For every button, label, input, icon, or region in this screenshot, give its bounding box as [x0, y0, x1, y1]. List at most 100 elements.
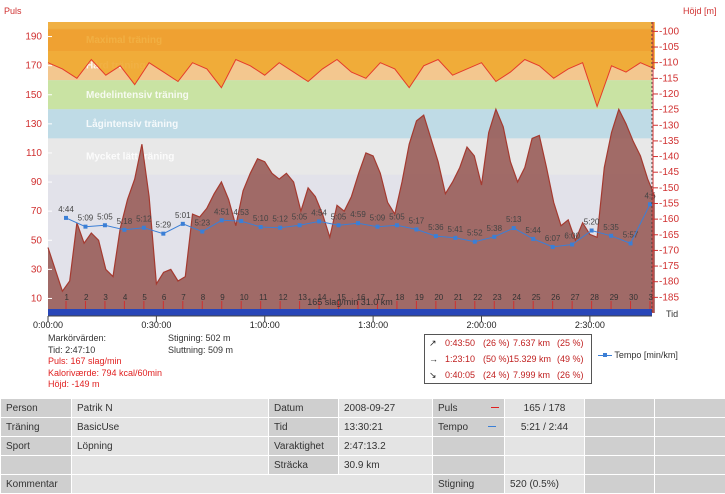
km-tick-label: 4 — [123, 293, 128, 302]
zone-label: Lågintensiv träning — [86, 118, 178, 130]
right-tick-label: -165 — [659, 230, 679, 241]
lap-dist-pct: (26 %) — [557, 367, 584, 383]
km-tick-label: 1 — [65, 293, 70, 302]
tempo-lap-label: 5:09 — [370, 214, 386, 223]
lap-dist: 7.999 km — [513, 367, 550, 383]
table-row: Träning BasicUse Tid 13:30:21 Tempo 5:21… — [1, 418, 725, 437]
tempo-lap-label: 5:12 — [272, 215, 288, 224]
tempo-lap-label: 4:54 — [311, 208, 327, 217]
empty-cell — [1, 456, 72, 475]
left-tick-label: 170 — [25, 61, 42, 72]
x-tick-label: 2:00:00 — [466, 320, 496, 330]
left-tick-label: 90 — [31, 177, 43, 188]
tempo-lap-label: 5:05 — [389, 212, 405, 221]
lap-time-pct: (50 %) — [483, 351, 510, 367]
lap-time: 0:40:05 — [445, 367, 475, 383]
km-tick-label: 18 — [395, 293, 404, 302]
left-tick-label: 150 — [25, 90, 42, 101]
sport-label: Sport — [1, 437, 72, 456]
tempo-lap-label: 5:41 — [448, 225, 464, 234]
right-tick-label: -135 — [659, 136, 679, 147]
tempo-lap-label: 6:07 — [545, 234, 561, 243]
right-tick-label: -105 — [659, 42, 679, 53]
empty-cell — [72, 456, 269, 475]
tempo-legend-swatch — [598, 355, 612, 356]
empty-cell — [505, 437, 585, 456]
traning-value: BasicUse — [72, 418, 269, 437]
datum-value: 2008-09-27 — [339, 399, 433, 418]
tempo-lap-label: 5:18 — [117, 217, 133, 226]
right-tick-label: -115 — [659, 73, 679, 84]
tempo-lap-label: 5:05 — [292, 212, 308, 221]
tempo-lap-label: 6:00 — [564, 232, 580, 241]
stracka-label: Sträcka — [269, 456, 339, 475]
km-tick-label: 30 — [629, 293, 638, 302]
km-tick-label: 28 — [590, 293, 599, 302]
empty-cell — [585, 437, 655, 456]
tempo-lap-label: 5:10 — [253, 214, 269, 223]
arrow-down-icon: ↘ — [429, 367, 437, 383]
arrow-up-icon: ↗ — [429, 335, 437, 351]
x-tick-label: 2:30:00 — [575, 320, 605, 330]
left-tick-label: 130 — [25, 119, 42, 130]
km-tick-label: 27 — [571, 293, 580, 302]
table-row: Person Patrik N Datum 2008-09-27 Puls 16… — [1, 399, 725, 418]
km-tick-label: 9 — [220, 293, 225, 302]
tempo-lap-label: 5:05 — [97, 212, 113, 221]
tempo-lap-label: 4:59 — [350, 210, 366, 219]
left-tick-label: 110 — [26, 148, 42, 159]
km-tick-label: 19 — [415, 293, 424, 302]
puls-label-text: Puls — [438, 403, 457, 414]
left-tick-label: 10 — [31, 293, 43, 304]
tempo-lap-label: 5:17 — [409, 216, 425, 225]
tempo-lap-label: 5:09 — [78, 214, 94, 223]
tid-value: 13:30:21 — [339, 418, 433, 437]
puls-label: Puls — [433, 399, 505, 418]
km-tick-label: 12 — [279, 293, 288, 302]
tempo-lap-label: 5:05 — [331, 212, 347, 221]
sport-value: Löpning — [72, 437, 269, 456]
lap-row-flat: → 1:23:10 (50 %) 15.329 km (49 %) — [425, 351, 591, 367]
km-tick-label: 3 — [103, 293, 108, 302]
zone-label: Mycket lätt träning — [86, 152, 174, 163]
x-tick-label: 1:00:00 — [250, 320, 280, 330]
marker-ascent: Stigning: 502 m — [168, 333, 233, 345]
tempo-lap-label: 5:52 — [467, 229, 483, 238]
varaktighet-label: Varaktighet — [269, 437, 339, 456]
marker-values: Markörvärden: Tid: 2:47:10 Puls: 167 sla… — [48, 333, 162, 391]
km-tick-label: 8 — [201, 293, 206, 302]
right-tick-label: -125 — [659, 105, 679, 116]
lap-time-pct: (24 %) — [483, 367, 510, 383]
puls-value: 165 / 178 — [505, 399, 585, 418]
tempo-lap-label: 5:36 — [428, 223, 444, 232]
lap-dist: 15.329 km — [509, 351, 551, 367]
km-tick-label: 7 — [181, 293, 186, 302]
left-tick-label: 50 — [31, 235, 43, 246]
km-tick-label: 11 — [259, 293, 268, 302]
km-tick-label: 5 — [142, 293, 147, 302]
right-tick-label: -175 — [659, 261, 679, 272]
table-row: Sträcka 30.9 km — [1, 456, 725, 475]
km-tick-label: 13 — [298, 293, 307, 302]
marker-pulse: Puls: 167 slag/min — [48, 356, 162, 368]
marker-descent: Sluttning: 509 m — [168, 345, 233, 357]
puls-marker-icon — [491, 407, 499, 408]
right-tick-label: -110 — [659, 58, 679, 69]
empty-cell — [655, 399, 725, 418]
tempo-point — [648, 202, 652, 206]
marker-calories: Kaloriværde: 794 kcal/60min — [48, 368, 162, 380]
lap-dist: 7.637 km — [513, 335, 550, 351]
km-tick-label: 10 — [240, 293, 249, 302]
empty-cell — [655, 456, 725, 475]
lap-time: 1:23:10 — [445, 351, 475, 367]
tempo-label-text: Tempo — [438, 422, 468, 433]
tempo-lap-label: 5:29 — [156, 221, 172, 230]
tempo-lap-label: 5:35 — [603, 223, 619, 232]
workout-chart[interactable]: Maximal träningHård träningMedelintensiv… — [0, 0, 725, 330]
km-tick-label: 29 — [610, 293, 619, 302]
table-row: Sport Löpning Varaktighet 2:47:13.2 — [1, 437, 725, 456]
km-tick-label: 25 — [532, 293, 541, 302]
right-tick-label: -155 — [659, 198, 679, 209]
tempo-lap-label: 5:13 — [506, 215, 522, 224]
right-tick-label: -130 — [659, 120, 679, 131]
